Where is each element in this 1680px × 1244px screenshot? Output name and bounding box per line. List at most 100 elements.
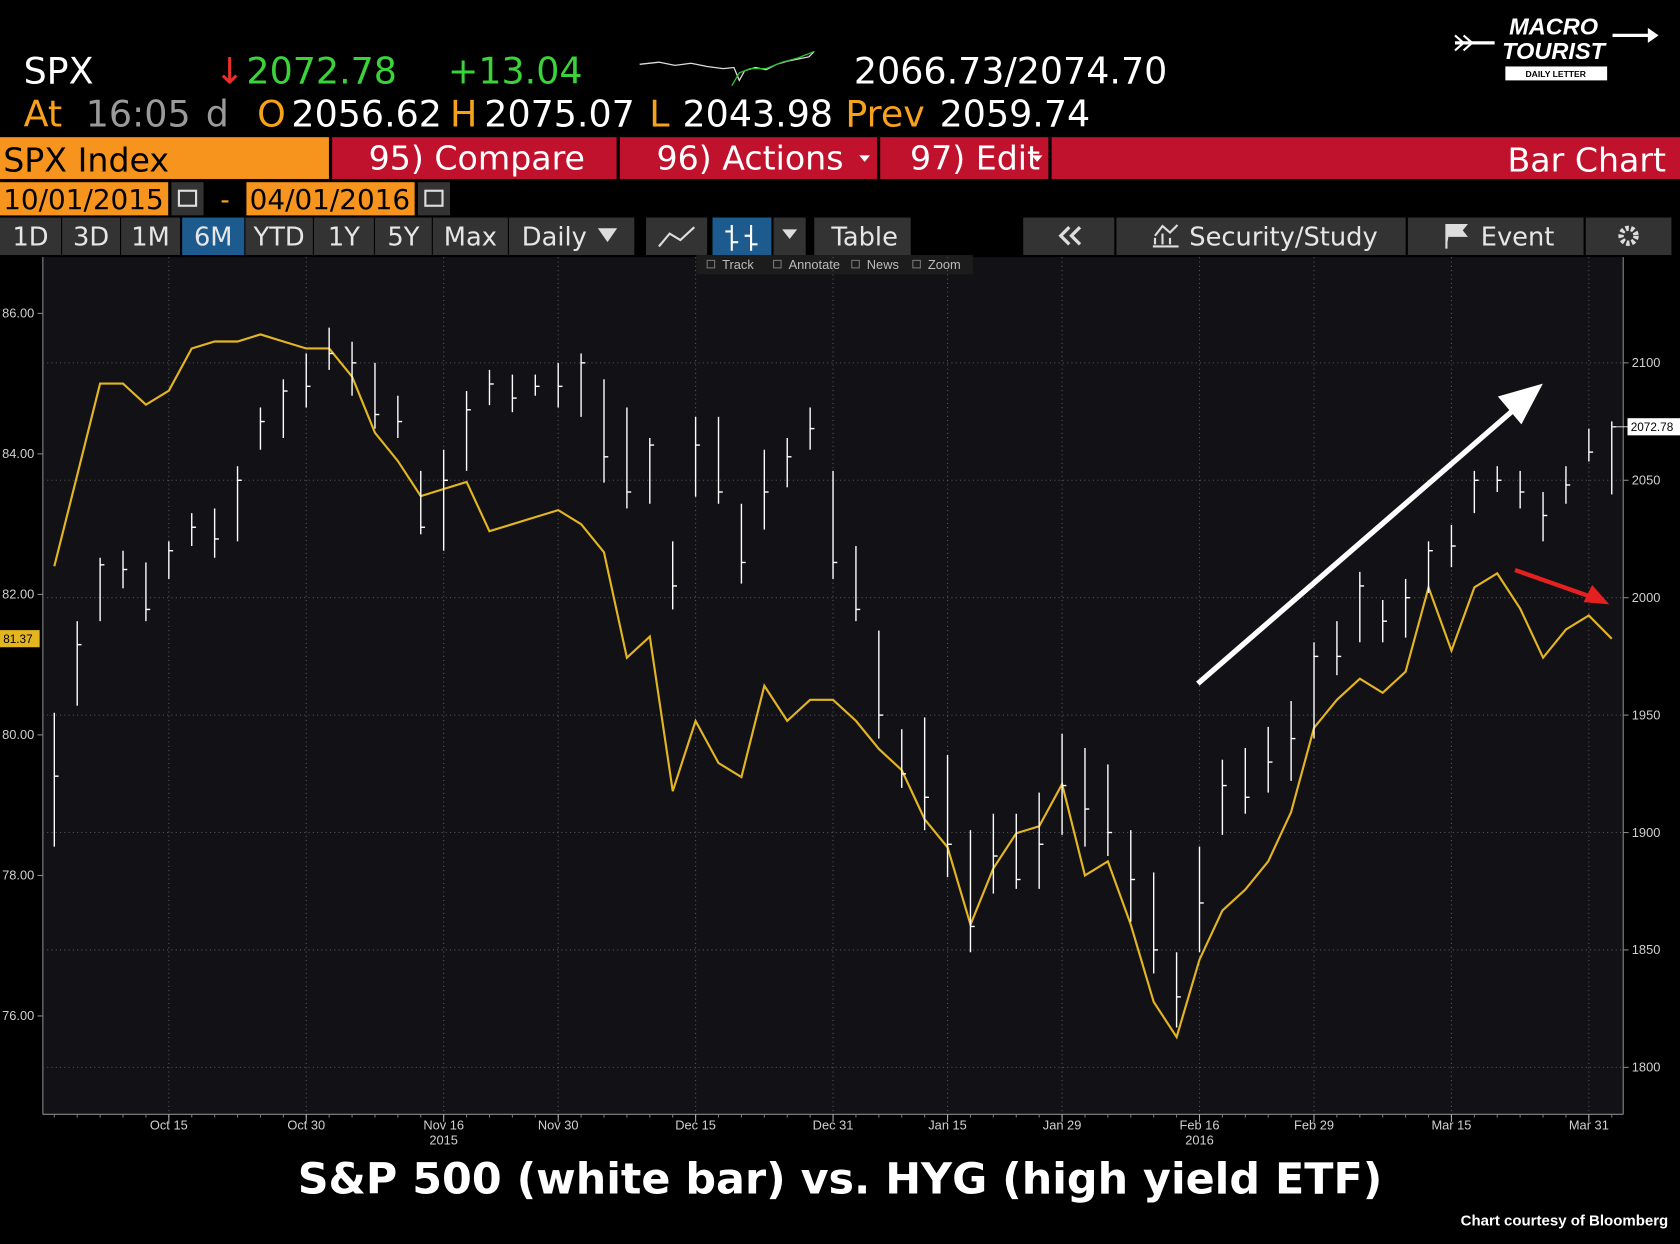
table[interactable]: Table [830, 222, 897, 252]
high-label: H [450, 92, 477, 135]
start-date-box[interactable] [0, 182, 169, 216]
y2-tick-label: 1850 [1632, 942, 1661, 957]
range-label[interactable]: 1D [12, 222, 48, 252]
tool-icon[interactable] [706, 259, 716, 269]
collapse-button[interactable] [1023, 217, 1115, 256]
x-tick-label: Oct 15 [150, 1117, 188, 1132]
line-icon [658, 226, 696, 248]
last-price-box [1627, 418, 1680, 436]
sparkline-up [731, 50, 815, 87]
range-button[interactable] [62, 217, 120, 256]
x-tick-label: Jan 29 [1043, 1117, 1082, 1132]
study-icon [1152, 224, 1179, 248]
credit: Chart courtesy of Bloomberg [1461, 1213, 1669, 1230]
end-date[interactable]: 04/01/2016 [250, 183, 410, 216]
dropdown-arrow [782, 229, 798, 239]
y-tick-label: 78.00 [2, 868, 34, 883]
chart-tools [696, 255, 973, 275]
time: 16:05 [86, 92, 191, 135]
x-year-label: 2015 [429, 1132, 458, 1147]
range-button[interactable] [432, 217, 508, 256]
end-date-box[interactable] [246, 182, 415, 216]
y2-tick-label: 2050 [1632, 473, 1661, 488]
line-chart-button[interactable] [646, 217, 708, 256]
range-label[interactable]: 1Y [328, 222, 360, 252]
chart-type[interactable]: Bar Chart [1507, 140, 1666, 179]
change: +13.04 [448, 50, 583, 93]
down-arrowhead [1583, 585, 1610, 605]
y-tick-label: 82.00 [2, 587, 34, 602]
tool-icon[interactable] [851, 259, 860, 269]
y-tick-label: 76.00 [2, 1008, 34, 1023]
range-button[interactable] [121, 217, 180, 256]
tool-label[interactable]: News [867, 257, 899, 272]
range-label[interactable]: 5Y [387, 222, 419, 252]
actions-button[interactable]: 96) Actions [656, 138, 843, 177]
frequency-button[interactable] [508, 217, 635, 256]
range-button[interactable] [375, 217, 432, 256]
y2-tick-label: 2000 [1632, 590, 1661, 605]
annotation-arrows [1196, 383, 1610, 686]
range-label[interactable]: 1M [131, 222, 170, 252]
compare-button[interactable]: 95) Compare [369, 138, 585, 177]
y2-tick-label: 1950 [1632, 707, 1661, 722]
range-label[interactable]: 3D [73, 222, 109, 252]
table-button[interactable] [814, 217, 911, 256]
dropdown-arrow[interactable] [1031, 155, 1043, 162]
frequency[interactable]: Daily [522, 222, 587, 252]
tool-label[interactable]: Annotate [789, 257, 840, 272]
tool-label[interactable]: Zoom [928, 257, 961, 272]
range-label[interactable]: Max [444, 222, 497, 252]
y2-tick-label: 2100 [1632, 355, 1661, 370]
chart: 76.00 78.00 80.00 82.00 84.00 86.00 1800 1850 19… [0, 257, 1680, 1147]
x-tick-label: Mar 15 [1431, 1117, 1471, 1132]
dropdown-arrow[interactable] [859, 155, 870, 162]
sparkline [639, 51, 815, 82]
open: 2056.62 [291, 92, 442, 135]
toolbar: 1D 3D 1M 6M YTD 1Y 5Y Max [0, 217, 508, 256]
y-tick-label: 84.00 [2, 446, 34, 461]
line-series [53, 333, 1613, 1040]
calendar-button[interactable] [417, 182, 450, 216]
y2-tick-label: 1900 [1632, 825, 1661, 840]
logo-line1: MACRO [1509, 13, 1598, 39]
logo: MACRO TOURIST DAILY LETTER [1454, 13, 1659, 81]
collapse-icon [1058, 226, 1082, 246]
event-button[interactable] [1407, 217, 1584, 256]
security-box[interactable] [0, 137, 329, 179]
range-button[interactable] [0, 217, 62, 256]
date-separator: - [220, 184, 229, 215]
x-tick-label: Jan 15 [928, 1117, 967, 1132]
security[interactable]: SPX Index [3, 140, 169, 179]
at-label: At [24, 92, 63, 135]
start-date[interactable]: 10/01/2015 [3, 183, 163, 216]
edit-button[interactable]: 97) Edit [910, 138, 1040, 177]
high: 2075.07 [484, 92, 635, 135]
low-label: L [649, 92, 670, 135]
settings-button[interactable] [1585, 217, 1672, 256]
y2-tick-label: 1800 [1632, 1060, 1661, 1075]
x-tick-label: Nov 30 [538, 1117, 579, 1132]
event[interactable]: Event [1481, 222, 1555, 252]
x-tick-label: Dec 15 [675, 1117, 716, 1132]
tool-label[interactable]: Track [722, 257, 754, 272]
x-tick-label: Dec 31 [813, 1117, 854, 1132]
bar-chart-button[interactable] [712, 217, 772, 256]
last-value-box [0, 630, 40, 648]
caption: S&P 500 (white bar) vs. HYG (high yield … [298, 1155, 1383, 1205]
range-label[interactable]: YTD [253, 222, 305, 252]
dropdown-arrow[interactable] [597, 228, 618, 243]
calendar-button[interactable] [171, 182, 204, 216]
tool-icon[interactable] [773, 259, 782, 269]
security-study-button[interactable] [1116, 217, 1406, 256]
range-button[interactable] [245, 217, 313, 256]
bid-ask: 2066.73/2074.70 [854, 50, 1167, 93]
menu-bar [332, 137, 1680, 179]
range-button[interactable] [182, 217, 245, 256]
range-label[interactable]: 6M [194, 222, 233, 252]
range-button[interactable] [313, 217, 374, 256]
down-arrow [1514, 568, 1592, 599]
x-tick-label: Feb 29 [1294, 1117, 1334, 1132]
tool-icon[interactable] [912, 259, 921, 269]
security-study[interactable]: Security/Study [1189, 222, 1377, 252]
